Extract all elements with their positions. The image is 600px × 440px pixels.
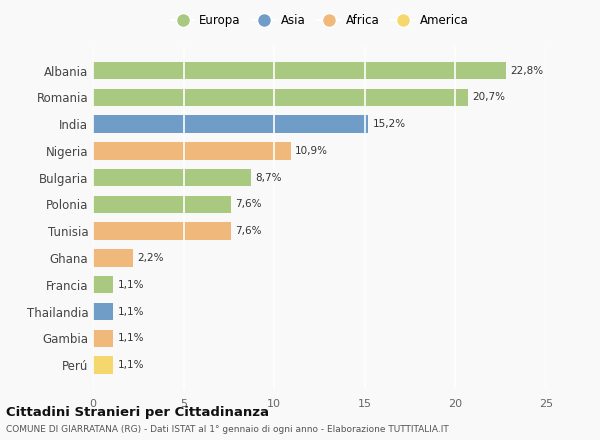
Bar bbox=[93, 303, 113, 320]
Text: 7,6%: 7,6% bbox=[235, 226, 262, 236]
Bar bbox=[93, 330, 113, 347]
Text: Cittadini Stranieri per Cittadinanza: Cittadini Stranieri per Cittadinanza bbox=[6, 406, 269, 419]
Text: 1,1%: 1,1% bbox=[118, 280, 144, 290]
Bar bbox=[93, 249, 133, 267]
Text: 7,6%: 7,6% bbox=[235, 199, 262, 209]
Bar bbox=[93, 223, 231, 240]
Text: COMUNE DI GIARRATANA (RG) - Dati ISTAT al 1° gennaio di ogni anno - Elaborazione: COMUNE DI GIARRATANA (RG) - Dati ISTAT a… bbox=[6, 425, 449, 434]
Bar bbox=[93, 196, 231, 213]
Bar bbox=[93, 115, 368, 133]
Text: 15,2%: 15,2% bbox=[373, 119, 406, 129]
Bar bbox=[93, 169, 251, 186]
Text: 8,7%: 8,7% bbox=[255, 172, 281, 183]
Text: 2,2%: 2,2% bbox=[137, 253, 164, 263]
Bar bbox=[93, 356, 113, 374]
Text: 20,7%: 20,7% bbox=[473, 92, 506, 102]
Text: 22,8%: 22,8% bbox=[511, 66, 544, 76]
Legend: Europa, Asia, Africa, America: Europa, Asia, Africa, America bbox=[167, 11, 472, 31]
Text: 1,1%: 1,1% bbox=[118, 360, 144, 370]
Text: 1,1%: 1,1% bbox=[118, 307, 144, 316]
Text: 10,9%: 10,9% bbox=[295, 146, 328, 156]
Bar bbox=[93, 62, 506, 79]
Bar bbox=[93, 88, 468, 106]
Bar bbox=[93, 142, 290, 160]
Bar bbox=[93, 276, 113, 293]
Text: 1,1%: 1,1% bbox=[118, 334, 144, 343]
